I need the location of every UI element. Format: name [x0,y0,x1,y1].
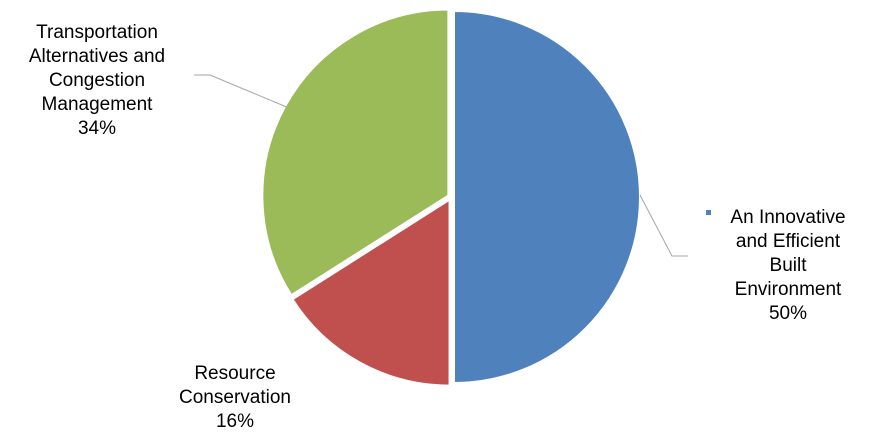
data-label-3: Transportation Alternatives and Congestion… [29,22,165,139]
data-label-value: 16% [216,411,254,432]
data-label-value: 34% [78,118,116,139]
data-label-2: Resource Conservation 16% [179,363,291,432]
pie-slice-1 [453,9,641,385]
data-label-name-line: and Efficient [736,231,841,252]
leader-line-1 [639,194,688,257]
pie-slice-2 [291,197,451,387]
data-label-value: 50% [769,303,807,324]
data-label-1: An Innovative and Efficient Built Environme… [730,207,845,324]
data-label-name-line: Environment [735,279,842,300]
data-label-name-line: Management [42,94,154,115]
data-label-name-line: An Innovative [730,207,845,228]
leader-line-3 [194,74,290,109]
data-label-name-line: Resource [194,363,275,384]
data-label-name-line: Conservation [179,387,291,408]
data-label-name-line: Congestion [49,70,145,91]
legend-key-marker-1 [706,210,711,215]
data-label-name-line: Alternatives and [29,46,165,67]
data-label-name-line: Built [770,255,808,276]
data-label-name-line: Transportation [36,22,158,43]
